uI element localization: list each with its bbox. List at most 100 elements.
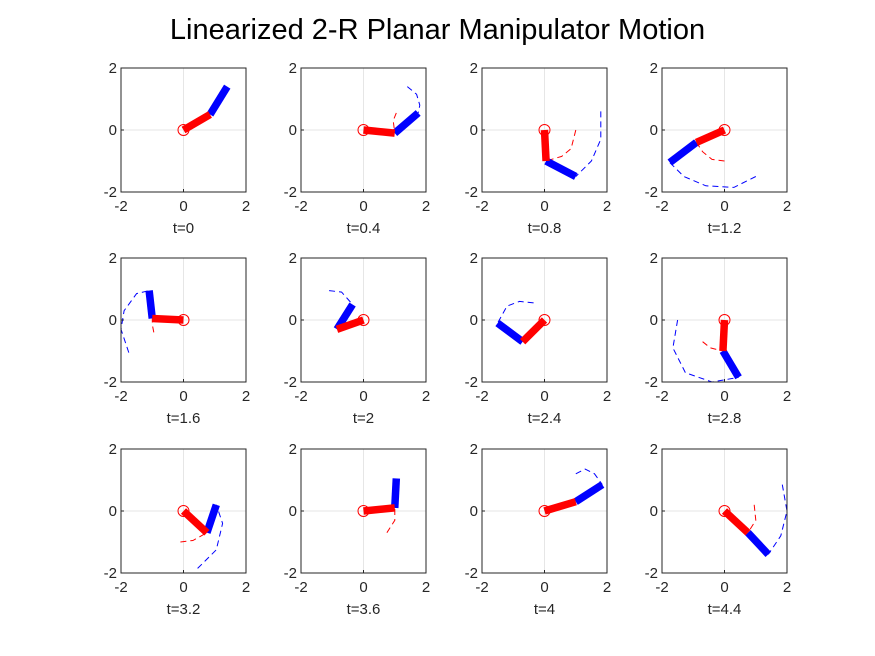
y-tick-label: -2 <box>104 565 117 582</box>
y-tick-label: 0 <box>650 503 658 520</box>
y-tick-label: 0 <box>109 503 117 520</box>
x-tick-label: 0 <box>540 388 548 405</box>
subplot: -2 0 2 -2 0 2 t=2.4 <box>465 250 612 427</box>
link-1 <box>335 316 365 333</box>
x-tick-label: 2 <box>422 198 430 215</box>
x-tick-label: -2 <box>655 579 668 596</box>
plot-area <box>718 484 787 557</box>
link-1 <box>540 129 550 162</box>
y-tick-label: 0 <box>650 122 658 139</box>
x-tick-label: -2 <box>294 579 307 596</box>
x-tick-label: 2 <box>242 198 250 215</box>
link-2 <box>206 84 231 117</box>
tip-trace <box>669 162 757 188</box>
subplot: -2 0 2 -2 0 2 t=3.2 <box>104 441 251 618</box>
y-tick-label: -2 <box>645 184 658 201</box>
x-tick-label: 0 <box>359 198 367 215</box>
y-tick-label: 0 <box>289 312 297 329</box>
tip-trace <box>575 468 603 485</box>
elbow-trace <box>392 112 397 134</box>
x-tick-label: -2 <box>294 198 307 215</box>
link-2 <box>573 481 605 505</box>
subplot: -2 0 2 -2 0 2 t=0.4 <box>284 60 431 237</box>
x-tick-label: -2 <box>114 198 127 215</box>
base-joint-marker <box>718 505 731 517</box>
plot-area <box>177 84 231 136</box>
x-tick-label: 2 <box>242 388 250 405</box>
link-1 <box>180 508 210 536</box>
link-2 <box>392 110 421 136</box>
y-tick-label: -2 <box>465 374 478 391</box>
subplot: -2 0 2 -2 0 2 t=1.6 <box>104 250 251 427</box>
base-joint-marker <box>538 314 551 326</box>
tip-trace <box>767 484 787 555</box>
subplot: -2 0 2 -2 0 2 t=0.8 <box>465 60 612 237</box>
x-tick-label: 2 <box>603 388 611 405</box>
tip-trace <box>121 290 150 353</box>
x-tick-label: 0 <box>720 388 728 405</box>
x-tick-label: 0 <box>720 198 728 215</box>
base-joint-marker <box>357 124 370 136</box>
subplot: -2 0 2 -2 0 2 t=4 <box>465 441 612 618</box>
y-tick-label: 0 <box>650 312 658 329</box>
elbow-trace <box>386 507 396 533</box>
base-joint-marker <box>538 124 551 136</box>
y-tick-label: -2 <box>104 184 117 201</box>
plot-area <box>538 468 605 517</box>
link-2 <box>203 503 220 534</box>
y-tick-label: 0 <box>470 122 478 139</box>
tip-trace <box>406 86 421 114</box>
subplot: -2 0 2 -2 0 2 t=2.8 <box>645 250 792 427</box>
x-tick-label: 0 <box>359 388 367 405</box>
subplot-time-label: t=2.4 <box>528 410 562 427</box>
link-1 <box>721 508 751 536</box>
x-tick-label: 0 <box>179 388 187 405</box>
link-2 <box>145 290 156 319</box>
subplot-time-label: t=4.4 <box>708 601 742 618</box>
tip-trace <box>575 111 602 177</box>
y-tick-label: -2 <box>465 184 478 201</box>
plot-area <box>667 124 757 188</box>
x-tick-label: 0 <box>540 579 548 596</box>
plot-area <box>357 86 421 137</box>
link-2 <box>719 349 742 380</box>
elbow-trace <box>747 504 757 533</box>
link-1 <box>519 317 548 345</box>
link-2 <box>667 139 699 166</box>
x-tick-label: 2 <box>422 388 430 405</box>
x-tick-label: -2 <box>114 579 127 596</box>
y-tick-label: 0 <box>289 503 297 520</box>
x-tick-label: 0 <box>540 198 548 215</box>
tip-trace <box>497 300 534 324</box>
link-2 <box>391 478 401 509</box>
link-1 <box>543 498 577 515</box>
plot-area <box>177 503 224 569</box>
subplot-time-label: t=1.6 <box>167 410 201 427</box>
y-tick-label: -2 <box>104 374 117 391</box>
base-joint-marker <box>177 505 190 517</box>
y-tick-label: 2 <box>650 250 658 267</box>
base-joint-marker <box>718 124 731 136</box>
y-tick-label: 2 <box>109 60 117 77</box>
y-tick-label: -2 <box>645 565 658 582</box>
x-tick-label: 2 <box>603 198 611 215</box>
tip-trace <box>672 319 739 382</box>
base-joint-marker <box>357 314 370 326</box>
y-tick-label: 2 <box>289 60 297 77</box>
link-1 <box>181 111 212 134</box>
elbow-trace <box>180 532 208 543</box>
x-tick-label: 0 <box>179 198 187 215</box>
x-tick-label: -2 <box>655 388 668 405</box>
plot-area <box>329 290 370 333</box>
base-joint-marker <box>177 124 190 136</box>
subplot: -2 0 2 -2 0 2 t=1.2 <box>645 60 792 237</box>
plot-area <box>357 478 401 533</box>
y-tick-label: 0 <box>109 312 117 329</box>
y-tick-label: 2 <box>470 60 478 77</box>
subplot: -2 0 2 -2 0 2 t=4.4 <box>645 441 792 618</box>
subplot-time-label: t=0.8 <box>528 220 562 237</box>
y-tick-label: 2 <box>470 250 478 267</box>
link-1 <box>719 319 729 352</box>
